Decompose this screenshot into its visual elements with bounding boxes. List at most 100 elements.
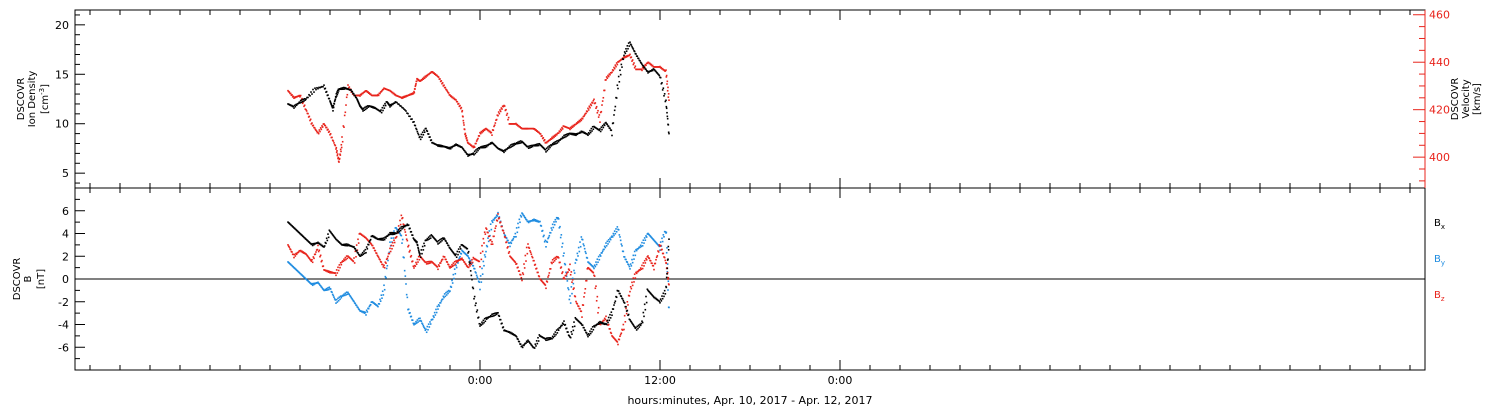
density-series-point [340, 88, 343, 91]
density-series-point [586, 133, 589, 136]
bz-series-point [404, 231, 407, 233]
by-series-point [383, 284, 385, 287]
bx-series-point [561, 322, 564, 324]
by-series-point [455, 264, 457, 267]
bx-series-point [605, 322, 607, 325]
density-series-point [589, 129, 591, 132]
bx-series-point [513, 334, 516, 336]
bx-series-point [458, 251, 461, 253]
density-series-point [536, 144, 539, 147]
density-series-point [605, 121, 607, 124]
panel-frame-1 [74, 9, 1426, 189]
bz-series-point [635, 272, 638, 275]
y-right-tick-label: 440 [1429, 56, 1450, 69]
bz-series-point [609, 331, 612, 334]
bx-series-point [381, 239, 383, 241]
by-series-point [484, 256, 487, 258]
velocity-series-point [586, 110, 589, 113]
density-series-point [477, 149, 479, 152]
velocity-series-point [501, 108, 503, 110]
bz-series-point [313, 257, 315, 260]
density-series-point [651, 69, 654, 72]
by-series-point [322, 288, 325, 291]
bx-series-point [499, 318, 502, 321]
bz-series-point [339, 266, 341, 269]
by-series-point [431, 318, 434, 321]
by-series-point [613, 230, 616, 232]
by-series-point [515, 235, 517, 238]
bz-series-point [554, 256, 557, 259]
density-series-point [490, 142, 493, 145]
by-series-point [639, 246, 641, 249]
velocity-series-point [445, 89, 448, 91]
by-series-point [547, 236, 550, 239]
bz-series-point [339, 261, 342, 264]
bx-series-point [378, 238, 381, 241]
density-series-point [663, 95, 665, 97]
density-series-point [646, 70, 649, 72]
bz-series-point [316, 248, 319, 251]
bx-series-point [632, 324, 635, 326]
density-series-point [333, 100, 336, 103]
density-series-point [475, 151, 478, 153]
velocity-series-point [583, 115, 585, 118]
density-series-point [665, 107, 668, 110]
density-series-point [315, 88, 317, 91]
by-series-point [579, 245, 582, 248]
velocity-series-point [587, 107, 589, 110]
by-series-point [512, 237, 515, 240]
bz-series-point [526, 252, 529, 255]
bx-series-point [449, 247, 451, 249]
density-series-point [659, 76, 662, 79]
bx-series-point [447, 244, 450, 247]
velocity-series-point [533, 127, 536, 130]
by-series-point [616, 226, 619, 228]
velocity-series-point [543, 139, 545, 142]
by-series-point [641, 245, 644, 247]
density-series-point [599, 128, 601, 130]
by-series-point [662, 234, 665, 236]
bz-series-point [491, 243, 494, 245]
velocity-series-point [492, 129, 495, 132]
bx-series-point [545, 337, 548, 339]
by-series-point [419, 317, 421, 320]
by-series-point [327, 288, 330, 291]
bx-series-point [477, 316, 480, 319]
bx-series-point [668, 238, 670, 240]
by-series-point [328, 286, 331, 289]
density-series-point [555, 140, 558, 142]
density-series-point [332, 106, 335, 109]
bx-series-point [633, 326, 636, 328]
bz-series-point [623, 314, 626, 317]
by-series-point [505, 237, 508, 239]
bz-series-point [370, 243, 373, 245]
by-series-point [595, 261, 597, 263]
bx-series-point [574, 316, 577, 319]
by-series-point [609, 238, 612, 241]
bx-series-point [646, 288, 649, 291]
velocity-series-point [628, 54, 631, 57]
bz-series-point [662, 252, 665, 255]
density-series-point [621, 66, 623, 68]
bz-series-point [555, 255, 558, 258]
by-series-point [368, 305, 371, 308]
density-series-point [395, 101, 397, 103]
density-series-point [535, 143, 538, 146]
bz-series-point [645, 257, 647, 260]
bz-series-point [553, 257, 555, 260]
density-series-point [291, 104, 293, 107]
by-series-point [491, 221, 494, 224]
bz-series-point [335, 274, 337, 277]
density-series-point [661, 82, 663, 84]
bx-series-point [635, 329, 638, 331]
velocity-series-point [321, 126, 324, 128]
density-series-point [441, 145, 444, 147]
by-series-point [443, 296, 445, 299]
by-series-point [583, 247, 586, 250]
by-series-point [424, 329, 427, 332]
by-series-point [573, 269, 575, 272]
density-series-point [478, 148, 481, 150]
bz-series-point [465, 263, 467, 266]
velocity-series-point [667, 96, 670, 98]
